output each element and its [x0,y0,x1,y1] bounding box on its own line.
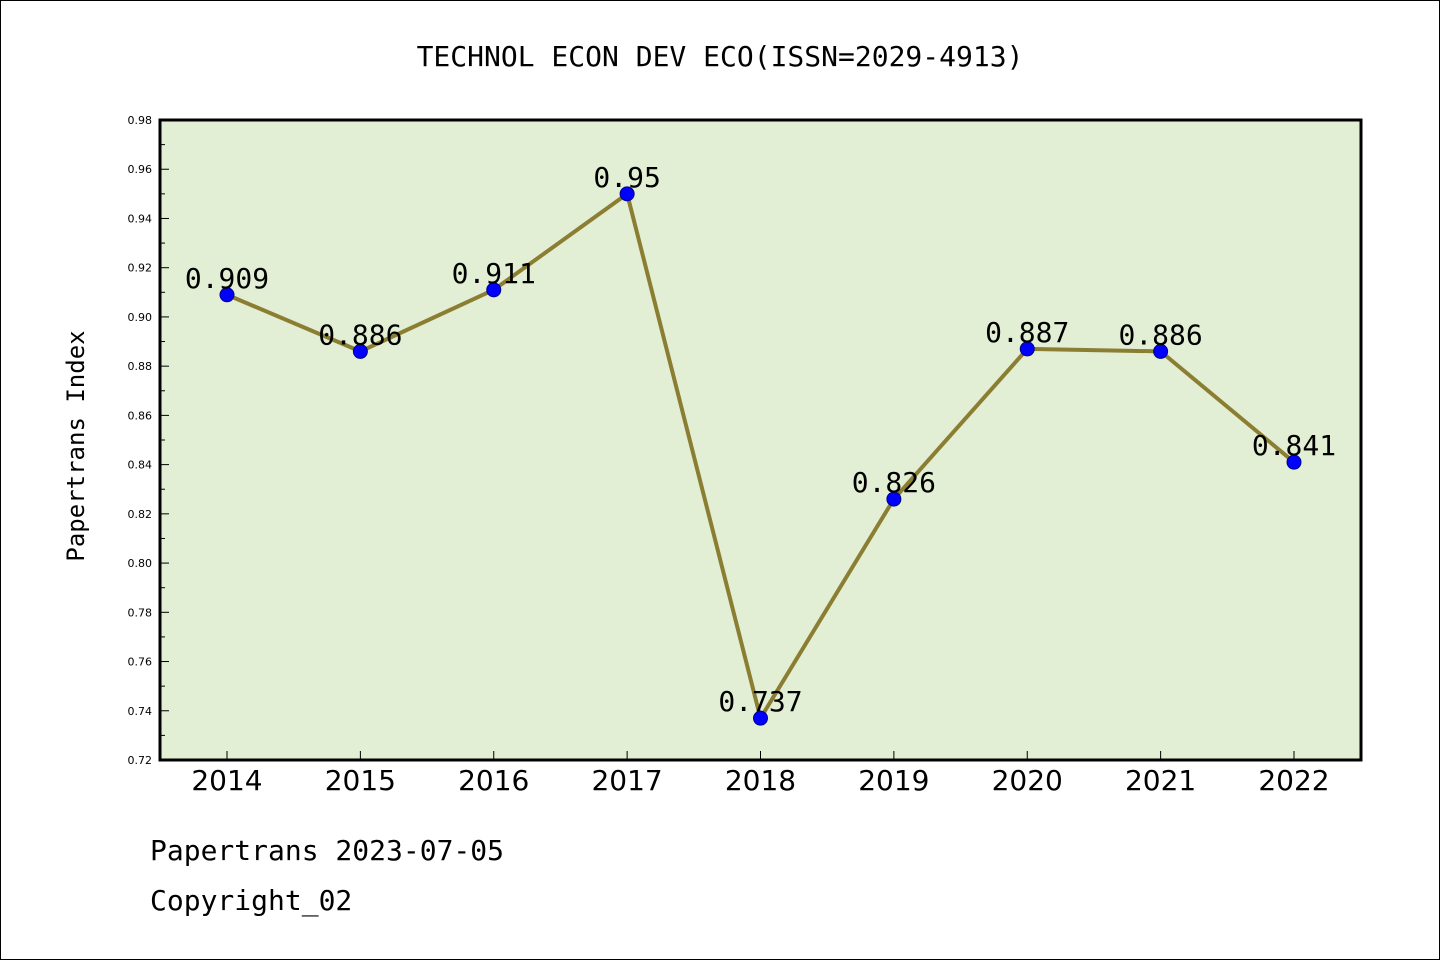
data-label: 0.95 [593,161,660,194]
y-tick-label: 0.94 [128,212,153,225]
y-tick-label: 0.88 [128,360,153,373]
y-tick-label: 0.82 [128,508,153,521]
data-label: 0.887 [985,316,1069,349]
data-point [219,287,235,303]
data-label: 0.737 [718,685,802,718]
data-label: 0.841 [1252,429,1336,462]
data-point [1019,341,1035,357]
x-tick-label: 2016 [458,764,529,797]
y-tick-label: 0.90 [128,311,153,324]
data-label: 0.886 [318,318,402,351]
data-point [1153,343,1169,359]
data-point [619,186,635,202]
data-point [1286,454,1302,470]
x-tick-label: 2019 [858,764,929,797]
footer-copyright: Copyright_02 [150,884,353,917]
x-tick-label: 2020 [992,764,1063,797]
y-tick-label: 0.80 [128,557,153,570]
chart-title: TECHNOL ECON DEV ECO(ISSN=2029-4913) [417,40,1024,73]
data-label: 0.826 [852,466,936,499]
y-tick-label: 0.96 [128,163,153,176]
plot-area [158,118,1363,762]
x-tick-label: 2015 [325,764,396,797]
x-tick-label: 2014 [191,764,262,797]
y-tick-label: 0.86 [128,409,153,422]
y-tick-label: 0.84 [128,459,153,472]
data-label: 0.911 [452,257,536,290]
y-tick-label: 0.74 [128,705,153,718]
data-markers [219,186,1302,726]
y-tick-label: 0.76 [128,656,153,669]
data-point [886,491,902,507]
y-axis-label: Papertrans Index [62,330,90,561]
data-label: 0.909 [185,262,269,295]
x-tick-label: 2021 [1125,764,1196,797]
y-tick-label: 0.72 [128,754,153,767]
y-tick-label: 0.92 [128,262,153,275]
y-tick-label: 0.78 [128,606,153,619]
x-tick-label: 2017 [591,764,662,797]
y-axis-ticks: 0.72 0.74 0.76 0.78 0.80 0.82 0.84 0.86 0.88 0.90… [128,114,169,767]
x-tick-label: 2018 [725,764,796,797]
x-axis-ticks: 2014 2015 2016 2017 2018 2019 2020 2021 2022 [191,751,1330,797]
data-labels: 0.909 0.886 0.911 0.95 0.737 0.826 0.887 0.886 0… [185,161,1336,718]
data-point [753,710,768,726]
data-point [486,282,502,298]
data-label: 0.886 [1118,318,1202,351]
footer-date: Papertrans 2023-07-05 [150,834,505,867]
data-point [352,343,368,359]
y-tick-label: 0.98 [128,114,153,127]
x-tick-label: 2022 [1258,764,1329,797]
